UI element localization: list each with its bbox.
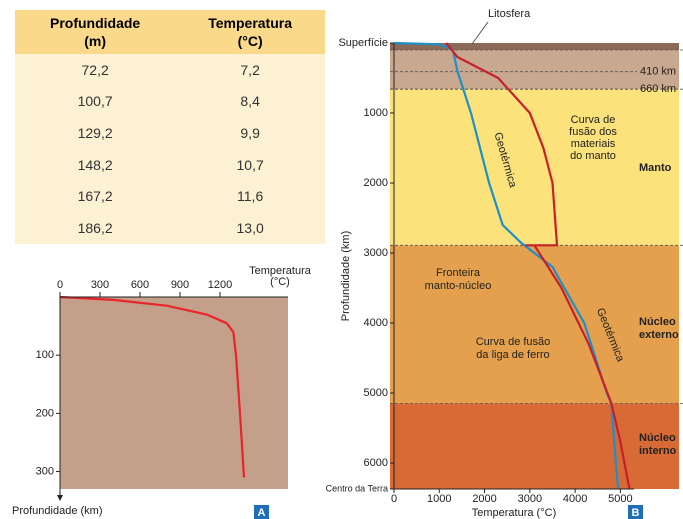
y-tick-label: 300: [36, 465, 54, 477]
y-tick-label: Superfície: [338, 37, 388, 49]
panel-label: A: [258, 507, 266, 519]
page: 410 km660 km010002000300040005000Superfí…: [0, 0, 683, 519]
x-tick-label: 1200: [208, 279, 232, 291]
cell: 8,4: [175, 86, 325, 118]
x-tick-label: 3000: [518, 493, 542, 505]
y-axis-title: Profundidade (km): [340, 231, 352, 322]
cell: 72,2: [15, 54, 175, 86]
depth-marker-label: 410 km: [640, 66, 676, 78]
cell: 9,9: [175, 117, 325, 149]
x-tick-label: 600: [131, 279, 149, 291]
axis-arrow: [57, 495, 63, 501]
header-text: Profundidade: [50, 15, 140, 31]
layer-label: Manto: [639, 162, 672, 174]
y-tick-label: Centro da Terra: [326, 483, 388, 493]
y-tick-label: 2000: [364, 177, 388, 189]
x-axis-title: Temperatura(°C): [249, 265, 312, 288]
header-text: (m): [84, 33, 106, 49]
x-tick-label: 300: [91, 279, 109, 291]
y-tick-label: 3000: [364, 247, 388, 259]
header-text: (°C): [238, 33, 263, 49]
y-axis-title: Profundidade (km): [12, 505, 103, 517]
layer: [390, 404, 679, 489]
cell: 148,2: [15, 149, 175, 181]
cell: 186,2: [15, 212, 175, 244]
cell: 100,7: [15, 86, 175, 118]
x-axis-title: Temperatura (°C): [472, 507, 556, 519]
column-header: Profundidade (m): [15, 10, 175, 54]
x-tick-label: 5000: [608, 493, 632, 505]
cell: 167,2: [15, 181, 175, 213]
y-tick-label: 100: [36, 349, 54, 361]
cell: 13,0: [175, 212, 325, 244]
plot-area: [60, 297, 288, 489]
x-tick-label: 0: [391, 493, 397, 505]
y-tick-label: 1000: [364, 107, 388, 119]
layer: [390, 89, 679, 245]
y-tick-label: 4000: [364, 317, 388, 329]
cell: 11,6: [175, 181, 325, 213]
column-header: Temperatura (°C): [175, 10, 325, 54]
chart-a: 0 300 600 900 1200 100 200 300 Temperatura(°C) Pr…: [12, 265, 312, 519]
y-tick-label: 6000: [364, 457, 388, 469]
panel-label: B: [632, 507, 640, 519]
layer: [390, 245, 679, 403]
x-tick-label: 900: [171, 279, 189, 291]
y-tick-label: 5000: [364, 387, 388, 399]
x-tick-label: 0: [57, 279, 63, 291]
x-tick-label: 1000: [427, 493, 451, 505]
x-tick-label: 2000: [472, 493, 496, 505]
x-tick-label: 4000: [563, 493, 587, 505]
x-axis-title-line: (°C): [270, 276, 290, 288]
y-tick-label: 200: [36, 407, 54, 419]
cell: 10,7: [175, 149, 325, 181]
depth-marker-label: 660 km: [640, 83, 676, 95]
cell: 7,2: [175, 54, 325, 86]
layer: [390, 50, 679, 89]
cell: 129,2: [15, 117, 175, 149]
annotation: Litosfera: [488, 8, 531, 20]
header-text: Temperatura: [208, 15, 292, 31]
